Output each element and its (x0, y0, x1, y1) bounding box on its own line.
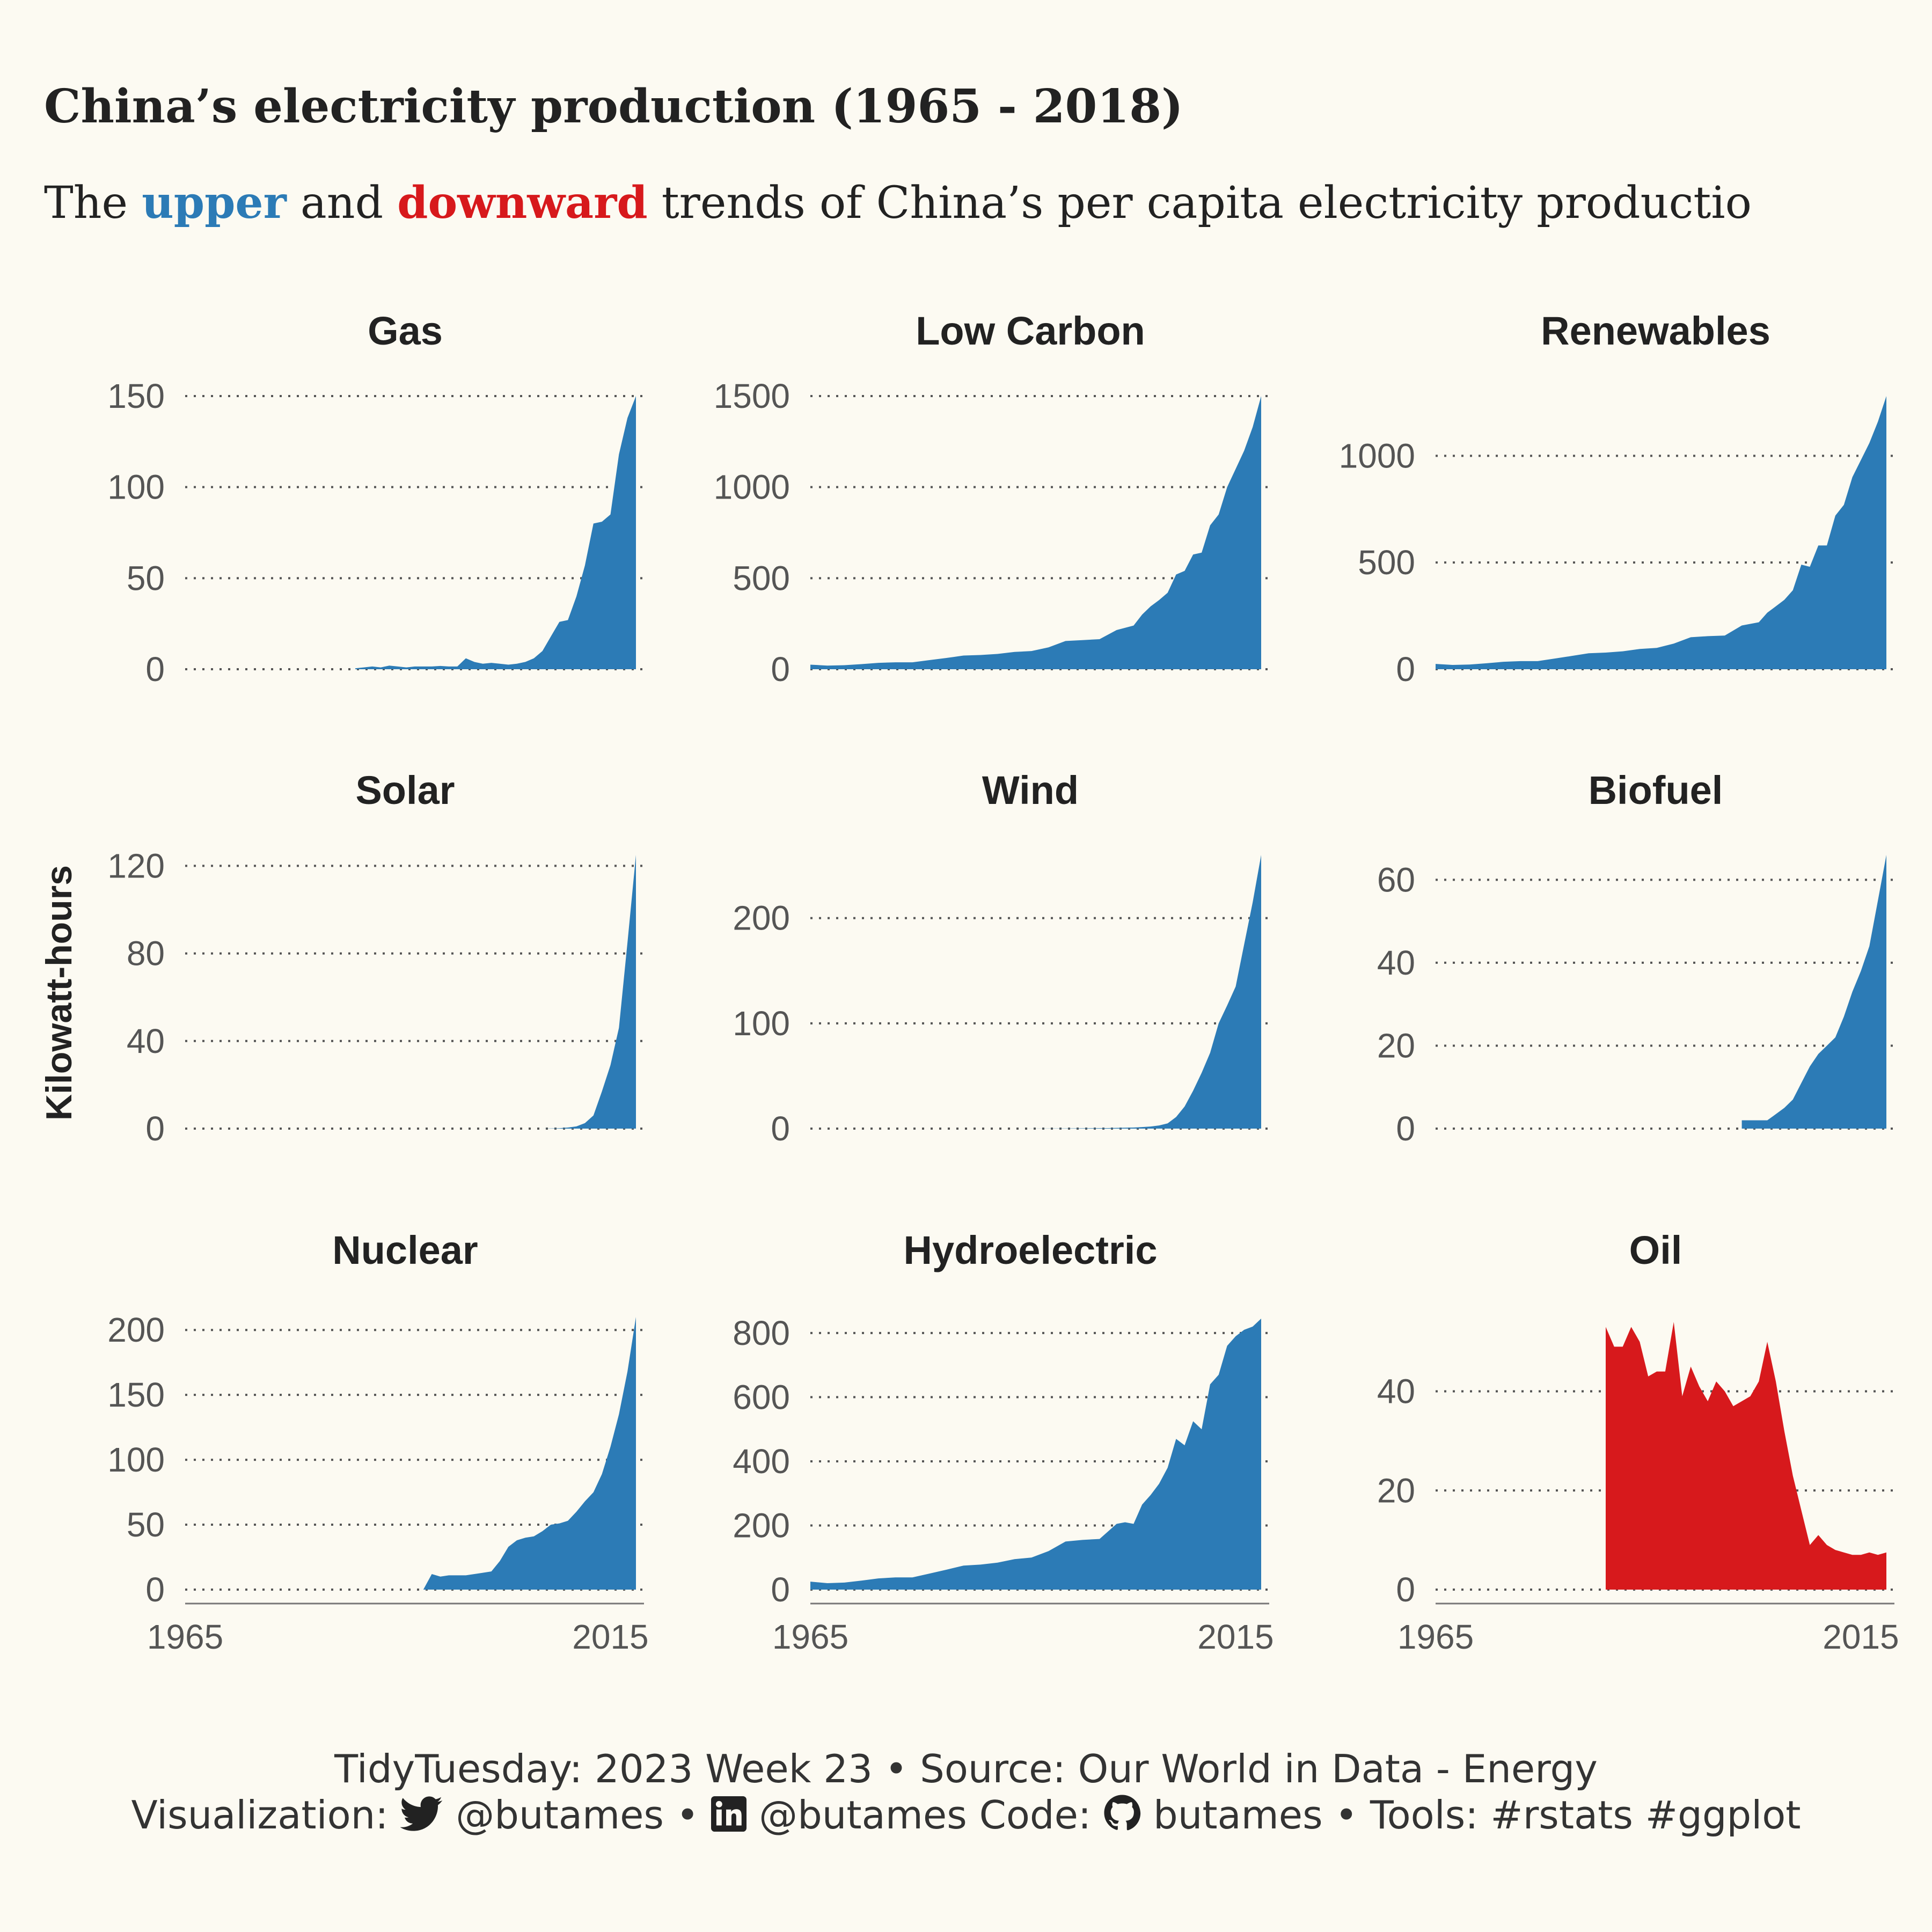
y-tick-label-wind: 100 (733, 1004, 790, 1043)
y-tick-label-hydroelectric: 400 (733, 1442, 790, 1481)
linkedin-icon (711, 1796, 747, 1841)
x-tick-label-nuclear: 1965 (147, 1618, 223, 1656)
y-tick-label-hydroelectric: 0 (771, 1570, 790, 1609)
y-tick-label-hydroelectric: 800 (733, 1314, 790, 1352)
panel-title-gas: Gas (368, 309, 443, 353)
x-tick-label-nuclear: 2015 (572, 1618, 648, 1656)
twitter-icon (400, 1796, 443, 1841)
y-tick-label-renewables: 500 (1358, 543, 1415, 582)
y-tick-label-low-carbon: 0 (771, 650, 790, 689)
area-series-oil (1605, 1322, 1886, 1590)
subtitle-mid: and (300, 178, 384, 229)
y-tick-label-solar: 0 (145, 1109, 165, 1148)
y-tick-label-nuclear: 100 (107, 1440, 165, 1479)
panel-title-wind: Wind (982, 768, 1079, 813)
y-tick-label-gas: 50 (127, 559, 165, 597)
y-tick-label-oil: 40 (1377, 1372, 1415, 1411)
y-tick-label-gas: 0 (145, 650, 165, 689)
caption-github-handle: butames (1153, 1792, 1323, 1838)
panel-title-renewables: Renewables (1541, 309, 1770, 353)
y-tick-label-nuclear: 0 (145, 1570, 165, 1609)
x-tick-label-oil: 2015 (1823, 1618, 1899, 1656)
y-tick-label-wind: 0 (771, 1109, 790, 1148)
y-tick-label-wind: 200 (733, 899, 790, 938)
y-tick-label-biofuel: 20 (1377, 1026, 1415, 1065)
x-tick-label-hydroelectric: 2015 (1197, 1618, 1274, 1656)
github-icon (1103, 1794, 1141, 1841)
y-axis-label: Kilowatt-hours (39, 865, 79, 1121)
y-tick-label-hydroelectric: 600 (733, 1378, 790, 1416)
y-tick-label-gas: 100 (107, 468, 165, 507)
subtitle-suffix: trends of China’s per capita electricity… (661, 178, 1752, 229)
y-tick-label-nuclear: 200 (107, 1311, 165, 1349)
area-series-hydroelectric (810, 1319, 1261, 1590)
caption-bullet: • (676, 1792, 699, 1838)
caption-visualization-label: Visualization: (131, 1792, 389, 1838)
y-tick-label-low-carbon: 500 (733, 559, 790, 597)
y-tick-label-renewables: 0 (1396, 650, 1415, 689)
caption-linkedin-handle: @butames (759, 1792, 967, 1838)
caption-code-label: Code: (979, 1792, 1092, 1838)
chart-title: China’s electricity production (1965 - 2… (44, 79, 1183, 134)
area-series-nuclear (423, 1317, 636, 1590)
x-tick-label-hydroelectric: 1965 (772, 1618, 848, 1656)
subtitle-downward-word: downward (397, 177, 648, 229)
subtitle-upper-word: upper (142, 177, 287, 229)
y-tick-label-renewables: 1000 (1339, 436, 1415, 475)
caption-source: TidyTuesday: 2023 Week 23 • Source: Our … (334, 1746, 1598, 1791)
y-tick-label-solar: 40 (127, 1022, 165, 1060)
y-tick-label-biofuel: 60 (1377, 860, 1415, 899)
area-series-low-carbon (810, 396, 1261, 669)
caption-tools: • Tools: #rstats #ggplot (1335, 1792, 1801, 1838)
x-tick-label-oil: 1965 (1397, 1618, 1474, 1656)
area-series-renewables (1436, 396, 1886, 669)
panel-title-biofuel: Biofuel (1589, 768, 1723, 813)
y-tick-label-oil: 20 (1377, 1471, 1415, 1510)
caption-credits: Visualization: @butames • @butames Code:… (0, 1792, 1932, 1841)
y-tick-label-nuclear: 150 (107, 1375, 165, 1414)
area-series-solar (542, 855, 636, 1129)
panel-title-nuclear: Nuclear (332, 1228, 478, 1272)
panel-title-hydroelectric: Hydroelectric (904, 1228, 1158, 1272)
y-tick-label-biofuel: 40 (1377, 943, 1415, 982)
area-series-gas (355, 396, 636, 669)
y-tick-label-biofuel: 0 (1396, 1109, 1415, 1148)
y-tick-label-solar: 80 (127, 934, 165, 973)
panel-title-solar: Solar (355, 768, 455, 813)
panel-title-oil: Oil (1629, 1228, 1682, 1272)
y-tick-label-oil: 0 (1396, 1570, 1415, 1609)
caption-twitter-handle: @butames (456, 1792, 664, 1838)
y-tick-label-solar: 120 (107, 846, 165, 885)
area-series-wind (1023, 855, 1261, 1129)
chart-subtitle: The upper and downward trends of China’s… (44, 177, 1932, 229)
y-tick-label-hydroelectric: 200 (733, 1506, 790, 1545)
y-tick-label-nuclear: 50 (127, 1505, 165, 1544)
subtitle-prefix: The (44, 178, 128, 229)
y-tick-label-gas: 150 (107, 377, 165, 415)
y-tick-label-low-carbon: 1000 (714, 468, 790, 507)
y-tick-label-low-carbon: 1500 (714, 377, 790, 415)
panel-title-low-carbon: Low Carbon (916, 309, 1145, 353)
area-series-biofuel (1741, 855, 1886, 1129)
